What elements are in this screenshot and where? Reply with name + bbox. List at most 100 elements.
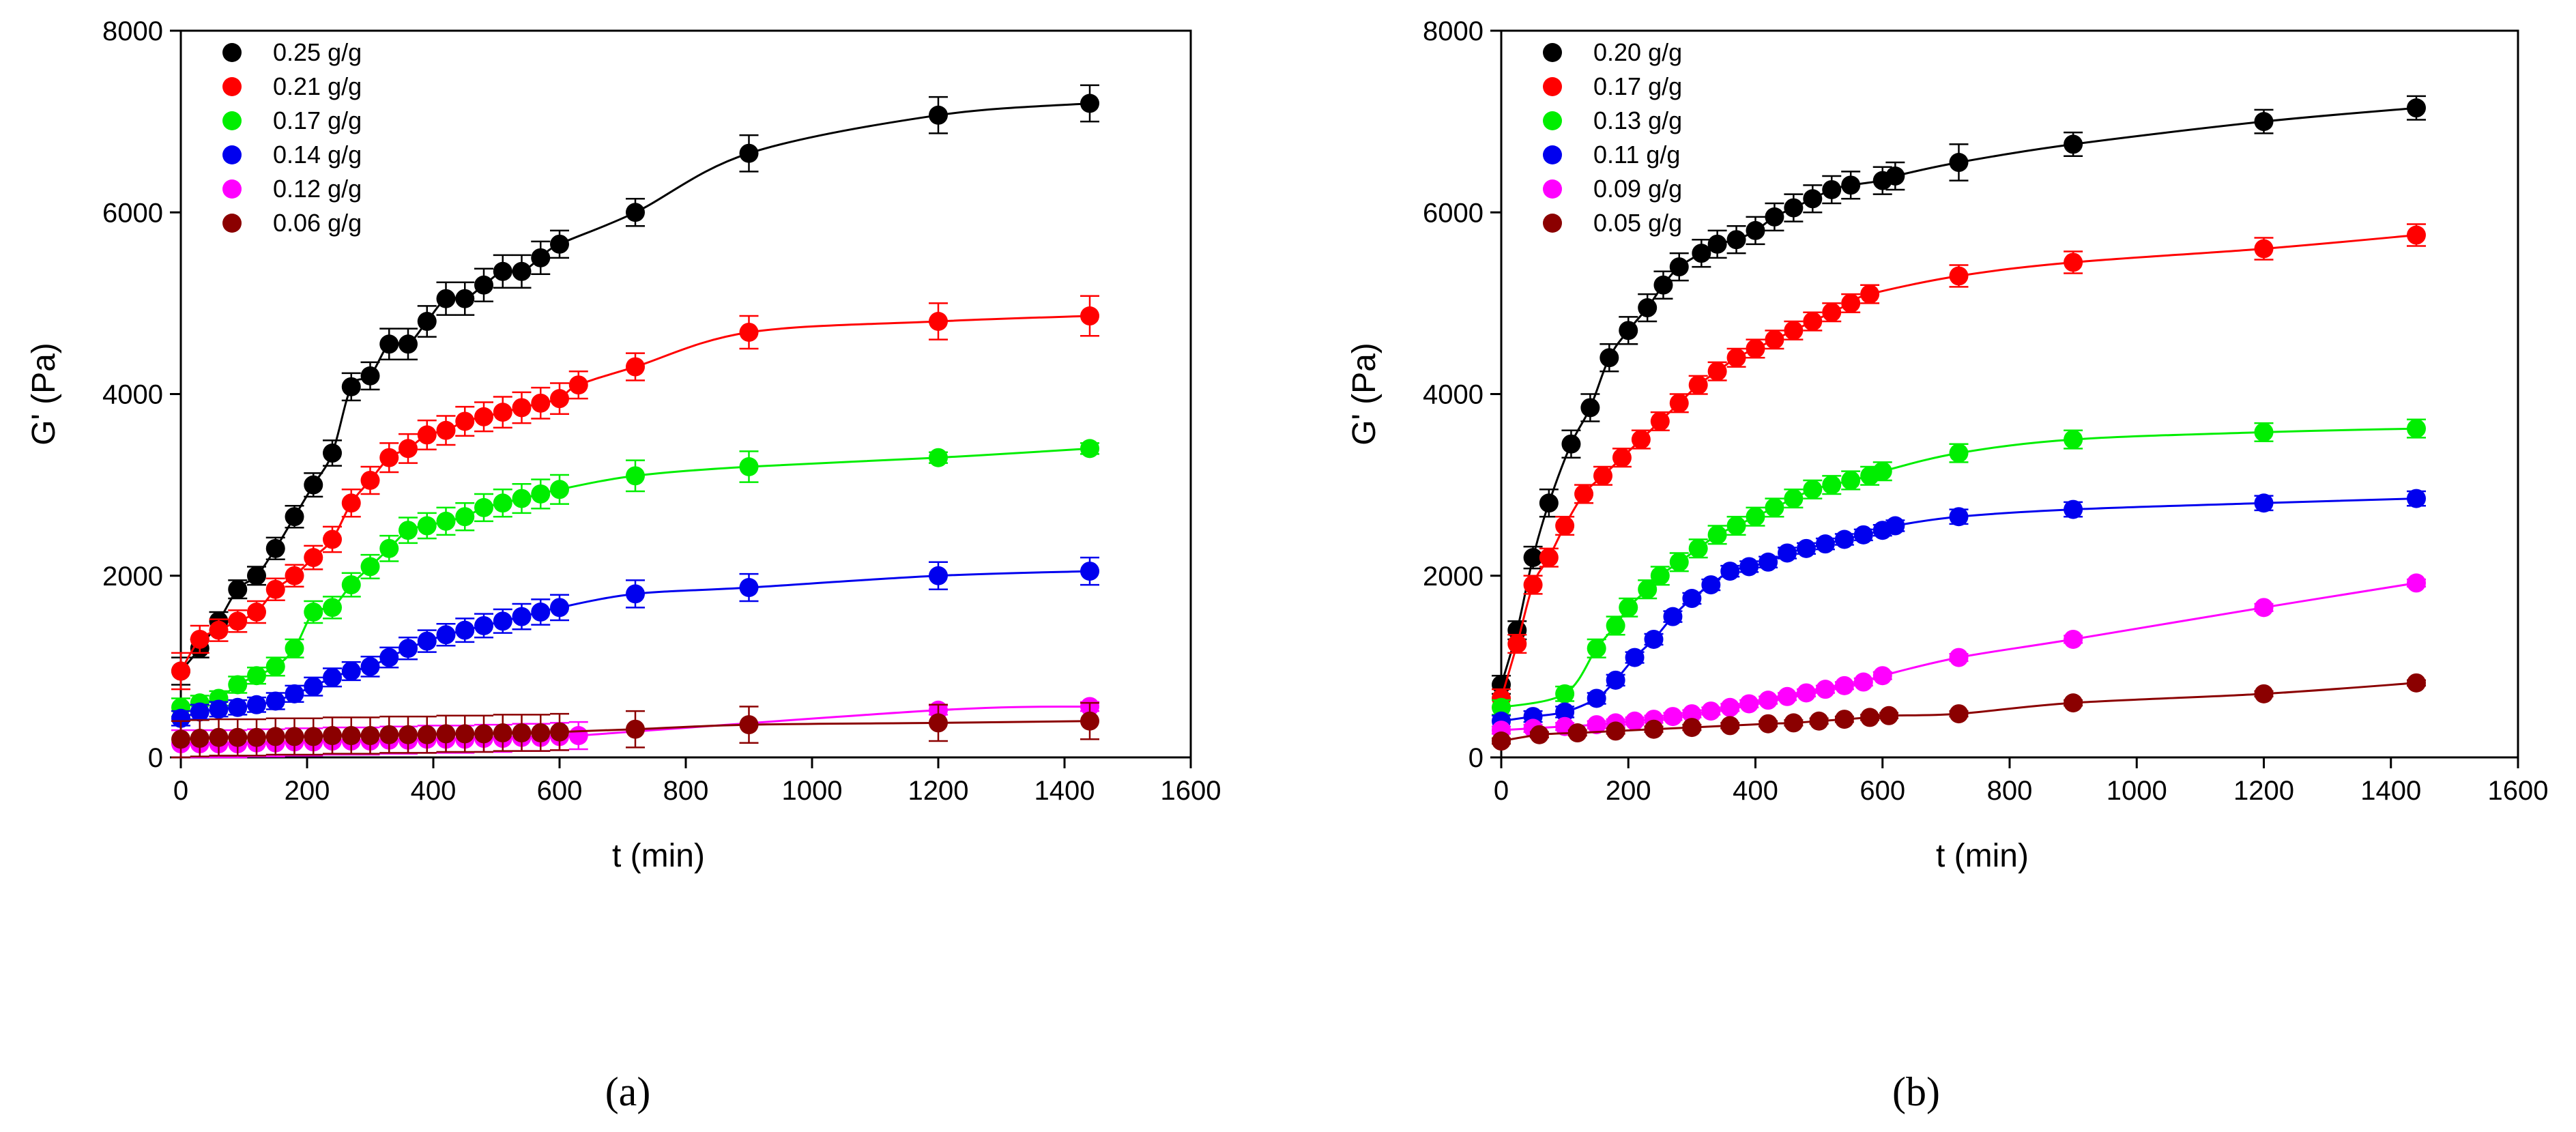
data-point	[209, 620, 229, 640]
data-point	[493, 403, 512, 422]
data-point	[1663, 707, 1683, 727]
x-tick-label: 400	[411, 776, 457, 806]
data-point	[474, 407, 493, 426]
x-tick-label: 1200	[908, 776, 969, 806]
data-point	[929, 312, 948, 331]
data-point	[190, 702, 209, 722]
data-point	[1778, 543, 1797, 563]
x-tick-label: 1000	[782, 776, 843, 806]
data-point	[1841, 175, 1861, 195]
data-point	[1619, 321, 1638, 340]
data-point	[2064, 693, 2083, 713]
data-point	[323, 529, 342, 549]
data-point	[1682, 704, 1702, 724]
data-point	[379, 648, 399, 667]
data-point	[360, 656, 380, 676]
x-tick-label: 1600	[2488, 776, 2549, 806]
data-point	[1726, 516, 1746, 536]
x-tick-label: 400	[1733, 776, 1778, 806]
data-point	[2407, 98, 2426, 118]
data-point	[1529, 725, 1549, 744]
legend-label: 0.14 g/g	[273, 141, 362, 169]
data-point	[2254, 112, 2274, 132]
data-point	[1841, 470, 1861, 490]
data-point	[1949, 444, 1969, 463]
data-point	[1080, 562, 1099, 581]
data-point	[190, 729, 209, 749]
series-5	[171, 701, 1099, 759]
data-point	[304, 727, 323, 746]
x-tick-label: 600	[1859, 776, 1905, 806]
data-point	[1567, 723, 1587, 743]
data-point	[1707, 362, 1727, 381]
data-point	[1759, 714, 1778, 734]
data-point	[285, 684, 304, 703]
data-point	[455, 411, 475, 431]
data-point	[379, 538, 399, 558]
data-point	[1492, 697, 1511, 717]
data-point	[1619, 598, 1638, 618]
data-point	[1669, 393, 1689, 413]
y-tick-label: 6000	[1423, 198, 1484, 228]
data-point	[1612, 448, 1632, 467]
legend-label: 0.11 g/g	[1593, 141, 1680, 169]
data-point	[2064, 499, 2083, 519]
data-point	[739, 143, 759, 163]
data-point	[341, 493, 361, 513]
data-point	[1574, 484, 1594, 504]
legend: 0.25 g/g 0.21 g/g 0.17 g/g 0.14 g/g 0.12 g/g…	[222, 38, 362, 237]
data-point	[1587, 715, 1606, 735]
data-point	[228, 697, 248, 717]
legend-marker	[222, 145, 242, 164]
data-point	[1606, 721, 1625, 741]
data-point	[1949, 507, 1969, 527]
data-point	[379, 334, 399, 354]
y-tick-label: 2000	[1423, 562, 1484, 592]
data-point	[1879, 706, 1899, 725]
data-point	[2407, 573, 2426, 593]
data-point	[2407, 225, 2426, 245]
data-point	[550, 598, 569, 618]
y-tick-label: 2000	[102, 562, 163, 592]
x-tick-label: 0	[173, 776, 188, 806]
legend: 0.20 g/g 0.17 g/g 0.13 g/g 0.11 g/g 0.09 g/g…	[1543, 38, 1682, 237]
data-point	[1949, 704, 1969, 724]
data-point	[1507, 634, 1527, 654]
data-point	[228, 579, 248, 599]
panel-b: 0 200 400 600 800 1000 1200 1400 1600 0 2000 4000 60…	[1346, 16, 2548, 874]
data-point	[399, 521, 418, 540]
data-point	[531, 723, 551, 743]
legend-marker	[1543, 179, 1562, 199]
data-point	[1523, 575, 1543, 595]
data-point	[568, 726, 588, 746]
data-point	[1644, 719, 1664, 739]
y-tick-label: 0	[1468, 743, 1484, 773]
data-point	[1949, 266, 1969, 286]
legend-label: 0.17 g/g	[273, 106, 362, 134]
data-point	[228, 727, 248, 747]
data-point	[1631, 430, 1651, 450]
data-point	[417, 312, 437, 331]
data-point	[399, 334, 418, 354]
data-point	[626, 357, 645, 377]
data-point	[1669, 552, 1689, 572]
legend-marker	[1543, 111, 1562, 130]
data-point	[1803, 189, 1823, 209]
data-point	[1682, 718, 1702, 738]
data-point	[1759, 552, 1778, 572]
data-point	[512, 489, 532, 508]
x-tick-label: 1400	[1034, 776, 1095, 806]
x-tick-label: 600	[537, 776, 583, 806]
data-point	[2064, 252, 2083, 272]
data-point	[171, 729, 190, 749]
data-point	[1949, 153, 1969, 173]
data-point	[247, 727, 266, 747]
data-point	[1625, 711, 1645, 731]
data-point	[399, 439, 418, 459]
data-point	[1739, 694, 1759, 714]
data-point	[304, 548, 323, 568]
data-point	[1765, 497, 1784, 517]
data-point	[323, 726, 342, 746]
data-point	[1765, 330, 1784, 349]
